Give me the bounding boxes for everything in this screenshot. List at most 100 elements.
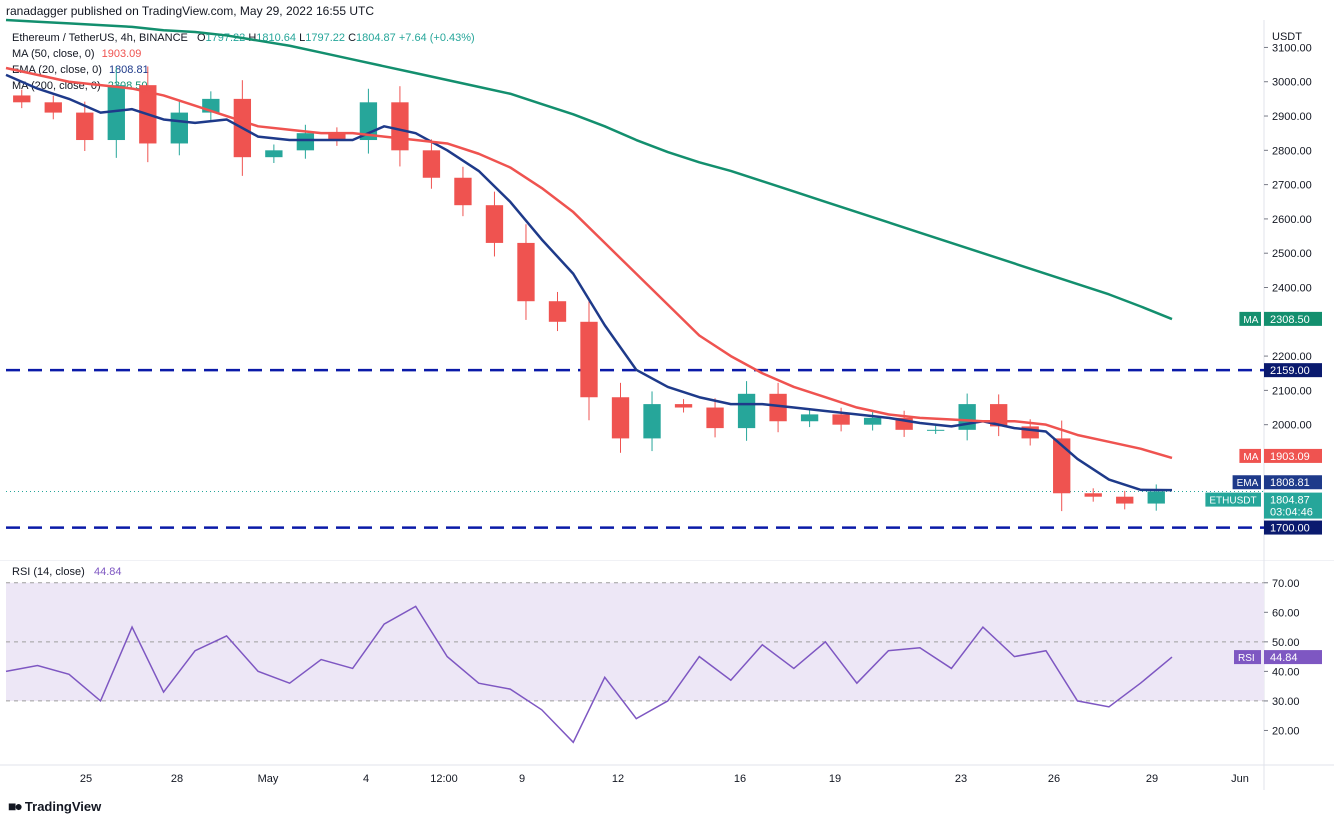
price-badge-bg (1264, 475, 1322, 490)
candle-body (1084, 493, 1102, 497)
publish-line: ranadagger published on TradingView.com,… (6, 4, 375, 18)
rsi-legend-label[interactable]: RSI (14, close) (12, 566, 85, 578)
price-tick-label: 2900.00 (1272, 111, 1312, 123)
candle-body (76, 112, 94, 141)
price-tick-label: 2500.00 (1272, 248, 1312, 260)
time-axis-label: Jun (1231, 773, 1249, 785)
ohlc-close-label: C (348, 32, 357, 44)
candle (1147, 484, 1165, 511)
time-axis-label: 25 (80, 773, 92, 785)
price-badge-tag-bg (1239, 448, 1261, 463)
candle (328, 127, 346, 146)
indicator-ma50-value: 1903.09 (101, 48, 142, 60)
candle (391, 86, 409, 167)
price-badge-bg (1264, 363, 1322, 378)
rsi-badge-tag: RSI (1238, 653, 1255, 664)
price-badge-tag: MA (1243, 452, 1258, 463)
rsi-tick-label: 60.00 (1272, 607, 1300, 619)
price-badge: 2159.00 (1264, 363, 1322, 378)
candle-body (44, 102, 62, 113)
symbol-title: Ethereum / TetherUS, 4h, BINANCE (12, 32, 188, 44)
candle (1053, 420, 1071, 512)
rsi-chart[interactable]: 70.00 60.00 50.00 40.00 30.00 20.00 RSI (14, c… (0, 560, 1334, 819)
time-axis-label: May (258, 773, 279, 785)
candle (517, 224, 535, 320)
price-badge-countdown: 03:04:46 (1270, 507, 1313, 519)
price-badge-tag: MA (1243, 315, 1258, 326)
time-axis-label: 19 (829, 773, 841, 785)
time-axis-label: 9 (519, 773, 525, 785)
ma50-line (5, 66, 1173, 460)
price-badge-tag: EMA (1237, 478, 1259, 489)
candle (769, 382, 787, 433)
indicator-ma50[interactable]: MA (50, close, 0) 1903.09 (12, 46, 475, 62)
price-tick-label: 2600.00 (1272, 214, 1312, 226)
rsi-tick-label: 20.00 (1272, 725, 1300, 737)
time-axis-label: 29 (1146, 773, 1158, 785)
price-badge: 2308.50 MA (1239, 311, 1322, 326)
candle (202, 91, 220, 121)
price-tick-label: 2700.00 (1272, 180, 1312, 192)
price-tick-label: 3000.00 (1272, 77, 1312, 89)
candle (13, 89, 31, 109)
price-badge-tag-bg (1239, 311, 1261, 326)
candle (44, 95, 62, 120)
candle-body (422, 150, 441, 178)
candle-body (1116, 496, 1134, 504)
time-axis-label: 4 (363, 773, 369, 785)
candle (265, 144, 283, 164)
price-badge-bg (1264, 448, 1322, 463)
ohlc-change: +7.64 (+0.43%) (398, 32, 475, 44)
price-badge: 1808.81 EMA (1232, 475, 1322, 490)
indicator-ema20-value: 1808.81 (108, 64, 149, 76)
rsi-line (5, 605, 1173, 744)
candle-body (737, 393, 756, 429)
candle-body (548, 301, 567, 322)
candle (737, 381, 756, 441)
time-axis-label: 23 (955, 773, 967, 785)
tradingview-brand: TradingView (24, 798, 102, 814)
candle-body (13, 95, 31, 103)
candle (454, 166, 472, 217)
time-axis-label: 26 (1048, 773, 1060, 785)
indicator-ma50-label: MA (50, close, 0) (12, 48, 95, 60)
candle (611, 382, 630, 453)
price-badge-value: 1808.81 (1270, 477, 1310, 489)
candle (643, 391, 661, 452)
price-tick-label: 2200.00 (1272, 351, 1312, 363)
candle-body (1053, 438, 1071, 494)
candle (800, 408, 819, 428)
time-axis-label: 12 (612, 773, 624, 785)
tradingview-logo[interactable]: ■● TradingView (8, 798, 101, 814)
price-badge-tag-bg (1205, 492, 1261, 507)
candle (170, 100, 188, 156)
ohlc-low: 1797.22 (305, 32, 345, 44)
ohlc-low-label: L (299, 32, 306, 44)
candle-body (706, 407, 724, 429)
candle-body (674, 404, 693, 408)
ohlc-close: 1804.87 (356, 32, 396, 44)
candle (706, 398, 724, 438)
candle-body (454, 177, 472, 206)
price-badge-tag-bg (1232, 475, 1261, 490)
price-tick-label: 2400.00 (1272, 283, 1312, 295)
time-axis-label: 28 (171, 773, 183, 785)
candle-body (863, 417, 882, 425)
rsi-badge-tag-bg (1234, 650, 1261, 665)
price-badge-bg (1264, 520, 1322, 535)
price-tick-label: 2000.00 (1272, 420, 1312, 432)
price-badge-bg (1264, 311, 1322, 326)
rsi-band-fill (6, 582, 1264, 701)
price-tick-label: 2800.00 (1272, 145, 1312, 157)
candle-body (517, 242, 535, 302)
candle (1084, 488, 1102, 502)
symbol-ohlc-row[interactable]: Ethereum / TetherUS, 4h, BINANCE O 1797.2… (12, 30, 475, 46)
rsi-legend-value: 44.84 (94, 566, 122, 578)
candle-body (832, 414, 850, 425)
candle-body (769, 393, 787, 422)
candle (958, 393, 976, 441)
price-badge-value: 2308.50 (1270, 314, 1310, 326)
time-axis-label: 12:00 (430, 773, 458, 785)
